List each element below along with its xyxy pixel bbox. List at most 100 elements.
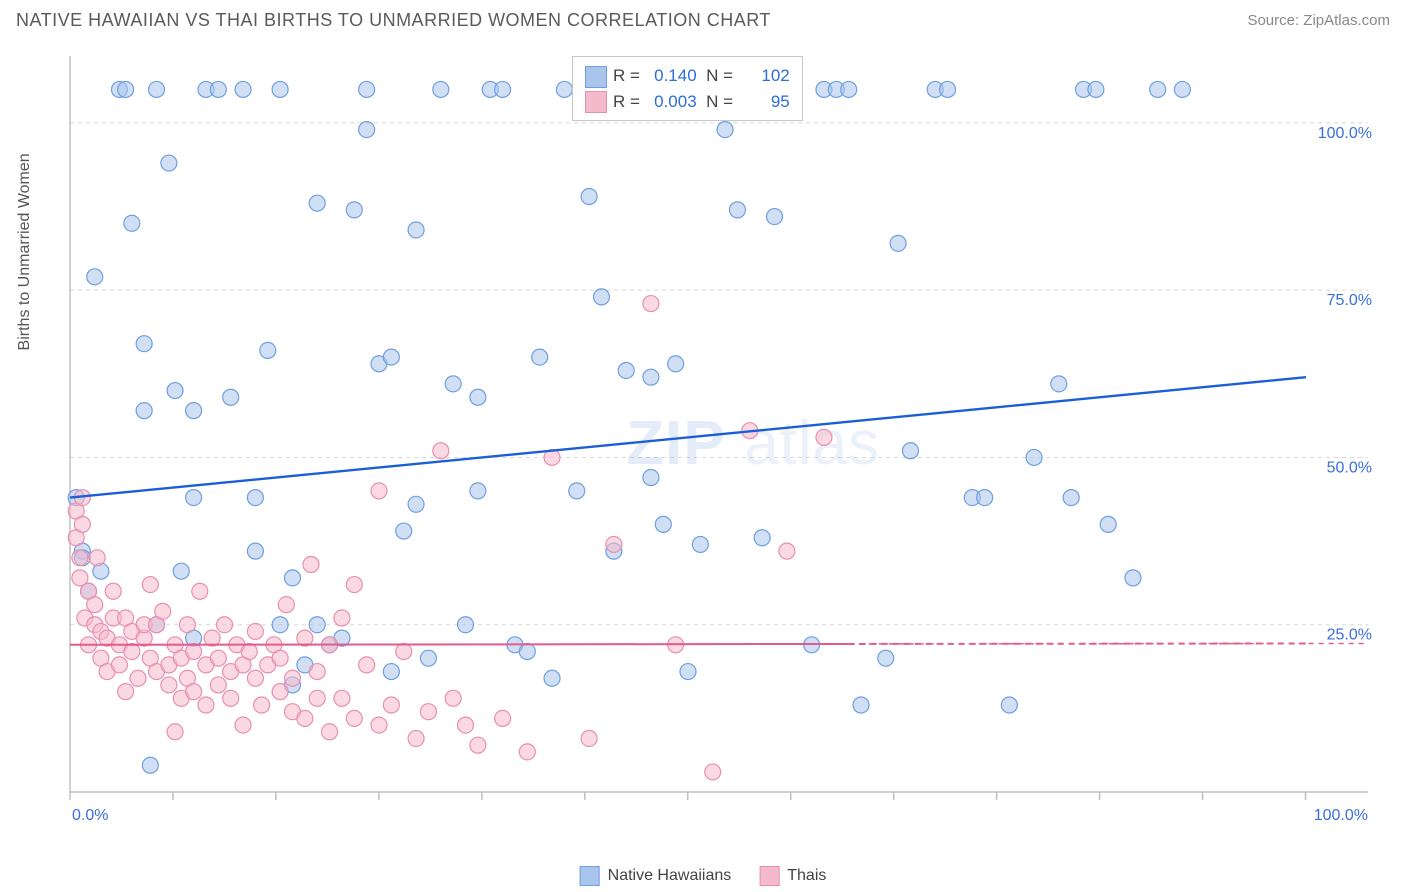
chart-title: NATIVE HAWAIIAN VS THAI BIRTHS TO UNMARR…	[16, 10, 771, 31]
stats-n-value: 102	[738, 63, 790, 89]
data-point	[87, 597, 103, 613]
data-point	[705, 764, 721, 780]
data-point	[1051, 376, 1067, 392]
data-point	[383, 697, 399, 713]
data-point	[118, 684, 134, 700]
data-point	[593, 289, 609, 305]
data-point	[643, 296, 659, 312]
data-point	[680, 664, 696, 680]
data-point	[241, 643, 257, 659]
data-point	[519, 643, 535, 659]
legend-item: Native Hawaiians	[580, 866, 732, 886]
stats-n-value: 95	[738, 89, 790, 115]
data-point	[408, 730, 424, 746]
legend: Native Hawaiians Thais	[580, 866, 827, 886]
data-point	[303, 557, 319, 573]
data-point	[87, 269, 103, 285]
data-point	[223, 389, 239, 405]
data-point	[433, 81, 449, 97]
data-point	[309, 664, 325, 680]
data-point	[161, 155, 177, 171]
data-point	[155, 603, 171, 619]
data-point	[297, 710, 313, 726]
data-point	[396, 643, 412, 659]
y-tick-label: 100.0%	[1318, 125, 1372, 142]
data-point	[359, 81, 375, 97]
stats-swatch	[585, 66, 607, 88]
data-point	[118, 81, 134, 97]
data-point	[334, 690, 350, 706]
data-point	[1174, 81, 1190, 97]
data-point	[668, 356, 684, 372]
x-tick-first: 0.0%	[72, 807, 108, 824]
data-point	[902, 443, 918, 459]
data-point	[1063, 490, 1079, 506]
data-point	[247, 490, 263, 506]
data-point	[767, 209, 783, 225]
data-point	[284, 670, 300, 686]
data-point	[284, 570, 300, 586]
data-point	[136, 403, 152, 419]
data-point	[569, 483, 585, 499]
data-point	[655, 516, 671, 532]
data-point	[1026, 449, 1042, 465]
data-point	[173, 563, 189, 579]
data-point	[223, 690, 239, 706]
data-point	[235, 717, 251, 733]
data-point	[167, 383, 183, 399]
data-point	[346, 202, 362, 218]
y-axis-label: Births to Unmarried Women	[16, 153, 34, 350]
data-point	[235, 81, 251, 97]
chart-container: Births to Unmarried Women 25.0%50.0%75.0…	[20, 46, 1386, 852]
data-point	[470, 737, 486, 753]
legend-item: Thais	[759, 866, 826, 886]
data-point	[606, 536, 622, 552]
y-tick-label: 50.0%	[1327, 459, 1372, 476]
data-point	[1100, 516, 1116, 532]
data-point	[346, 577, 362, 593]
data-point	[124, 215, 140, 231]
watermark: ZIPatlas	[626, 409, 880, 478]
data-point	[396, 523, 412, 539]
data-point	[779, 543, 795, 559]
data-point	[167, 724, 183, 740]
data-point	[74, 516, 90, 532]
data-point	[445, 376, 461, 392]
data-point	[445, 690, 461, 706]
data-point	[247, 623, 263, 639]
data-point	[878, 650, 894, 666]
data-point	[1125, 570, 1141, 586]
data-point	[142, 757, 158, 773]
data-point	[72, 550, 88, 566]
data-point	[89, 550, 105, 566]
x-tick-last: 100.0%	[1314, 807, 1368, 824]
data-point	[853, 697, 869, 713]
y-tick-label: 25.0%	[1327, 627, 1372, 644]
source-attribution: Source: ZipAtlas.com	[1247, 12, 1390, 29]
data-point	[260, 342, 276, 358]
trend-line	[70, 644, 849, 645]
data-point	[124, 643, 140, 659]
data-point	[105, 583, 121, 599]
data-point	[272, 684, 288, 700]
legend-swatch	[759, 866, 779, 886]
data-point	[816, 429, 832, 445]
data-point	[111, 657, 127, 673]
data-point	[278, 597, 294, 613]
data-point	[643, 470, 659, 486]
legend-label: Thais	[787, 867, 826, 885]
stats-n-label: N =	[706, 92, 738, 111]
data-point	[458, 617, 474, 633]
data-point	[544, 670, 560, 686]
stats-n-label: N =	[706, 66, 738, 85]
stats-swatch	[585, 91, 607, 113]
data-point	[977, 490, 993, 506]
data-point	[581, 189, 597, 205]
trend-line	[70, 377, 1306, 497]
series-thais	[68, 296, 832, 780]
data-point	[1150, 81, 1166, 97]
data-point	[729, 202, 745, 218]
stats-row: R = 0.140 N = 102	[585, 63, 790, 89]
header: NATIVE HAWAIIAN VS THAI BIRTHS TO UNMARR…	[0, 0, 1406, 37]
data-point	[346, 710, 362, 726]
